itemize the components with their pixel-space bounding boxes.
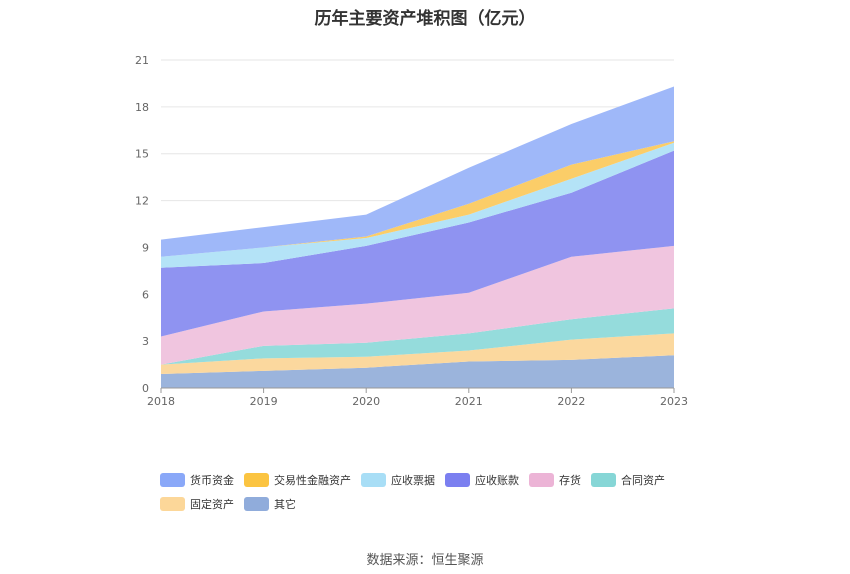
legend-label: 货币资金 [190, 474, 234, 487]
legend-item[interactable]: 其它 [244, 496, 296, 512]
y-tick-label: 6 [142, 288, 149, 301]
legend-swatch [529, 473, 554, 487]
legend-label: 合同资产 [621, 474, 665, 487]
area-7[interactable] [161, 86, 674, 257]
area-0[interactable] [161, 355, 674, 388]
area-3[interactable] [161, 245, 674, 365]
x-tick-label: 2023 [660, 395, 688, 408]
legend-item[interactable]: 合同资产 [591, 472, 665, 488]
legend-swatch [445, 473, 470, 487]
x-tick-label: 2021 [455, 395, 483, 408]
legend-label: 应收账款 [475, 474, 519, 487]
y-tick-label: 18 [135, 101, 149, 114]
y-tick-label: 9 [142, 241, 149, 254]
legend-item[interactable]: 应收账款 [445, 472, 519, 488]
x-tick-label: 2018 [147, 395, 175, 408]
chart-title: 历年主要资产堆积图（亿元） [314, 9, 536, 29]
data-source-note: 数据来源：恒生聚源 [366, 553, 484, 568]
legend-swatch [244, 497, 269, 511]
legend-swatch [244, 473, 269, 487]
legend-item[interactable]: 货币资金 [160, 472, 234, 488]
axes: 0 3 6 9 12 15 18 21 2018 2019 2020 2021 2022 2023 [135, 54, 688, 408]
legend-item[interactable]: 交易性金融资产 [244, 472, 351, 488]
legend-swatch [361, 473, 386, 487]
area-2[interactable] [161, 308, 674, 365]
legend-label: 交易性金融资产 [274, 474, 351, 487]
area-5[interactable] [161, 142, 674, 268]
area-series [161, 86, 674, 388]
legend-item[interactable]: 存货 [529, 472, 581, 488]
legend-label: 其它 [274, 498, 296, 511]
area-1[interactable] [161, 333, 674, 374]
legend-swatch [160, 473, 185, 487]
y-tick-label: 21 [135, 54, 149, 67]
legend-swatch [591, 473, 616, 487]
legend-label: 应收票据 [391, 474, 435, 487]
x-tick-label: 2022 [557, 395, 585, 408]
x-tick-label: 2019 [250, 395, 278, 408]
y-tick-label: 0 [142, 382, 149, 395]
legend-item[interactable]: 应收票据 [361, 472, 435, 488]
y-tick-label: 3 [142, 335, 149, 348]
area-4[interactable] [161, 150, 674, 337]
legend-swatch [160, 497, 185, 511]
y-tick-label: 15 [135, 148, 149, 161]
x-tick-label: 2020 [352, 395, 380, 408]
legend-label: 存货 [559, 474, 581, 487]
legend-item[interactable]: 固定资产 [160, 496, 234, 512]
y-tick-label: 12 [135, 195, 149, 208]
legend: 货币资金 交易性金融资产 应收票据 应收账款 存货 合同资产固定资产 其它 [160, 472, 720, 512]
legend-label: 固定资产 [190, 498, 234, 511]
